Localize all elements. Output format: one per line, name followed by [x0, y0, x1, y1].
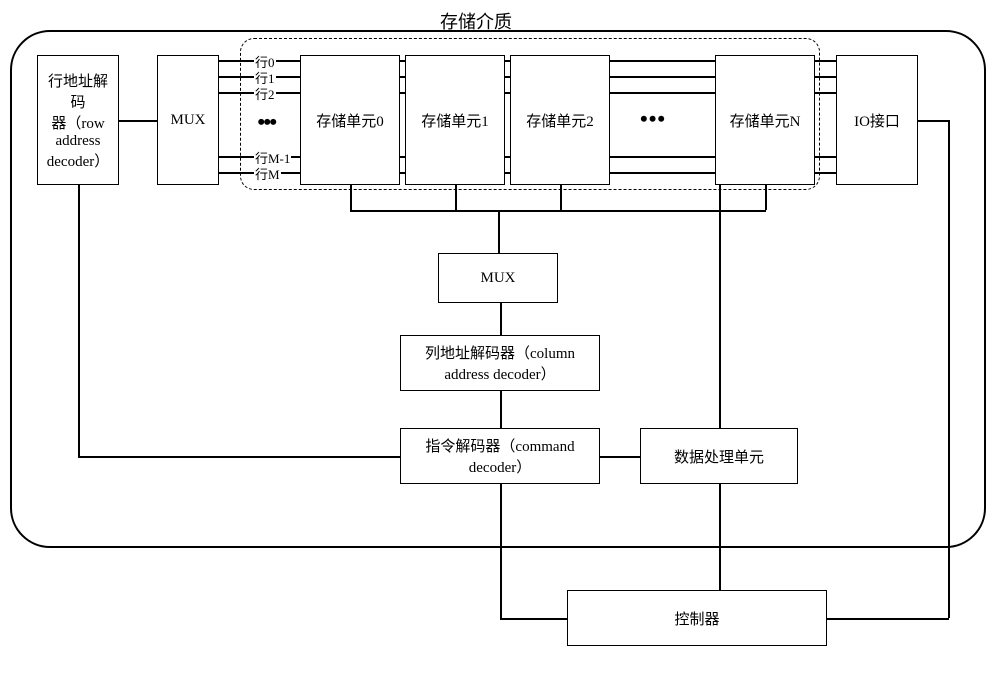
connector [78, 456, 400, 458]
connector [719, 484, 721, 590]
connector [119, 120, 157, 122]
command-decoder: 指令解码器（command decoder） [400, 428, 600, 484]
connector [560, 185, 562, 210]
connector [500, 391, 502, 428]
connector [350, 210, 766, 212]
connector [78, 185, 80, 456]
row-label: 行M [254, 164, 281, 183]
io-interface: IO接口 [836, 55, 918, 185]
mux-1: MUX [157, 55, 219, 185]
connector [350, 185, 352, 210]
connector [500, 484, 502, 618]
diagram-title: 存储介质 [440, 8, 512, 34]
connector [719, 185, 721, 428]
ellipsis-vertical-icon: ••• [258, 118, 276, 124]
storage-cell-n: 存储单元N [715, 55, 815, 185]
connector [455, 185, 457, 210]
connector [948, 120, 950, 618]
connector [765, 185, 767, 210]
column-address-decoder: 列地址解码器（column address decoder） [400, 335, 600, 391]
mux-2: MUX [438, 253, 558, 303]
storage-cell-0: 存储单元0 [300, 55, 400, 185]
connector [500, 303, 502, 335]
storage-cell-1: 存储单元1 [405, 55, 505, 185]
controller: 控制器 [567, 590, 827, 646]
connector [500, 618, 567, 620]
connector [918, 120, 948, 122]
connector [827, 618, 949, 620]
connector [498, 210, 500, 253]
connector [600, 456, 640, 458]
row-address-decoder: 行地址解码 器（row address decoder） [37, 55, 119, 185]
row-label: 行2 [254, 84, 276, 103]
data-processing-unit: 数据处理单元 [640, 428, 798, 484]
ellipsis-icon: ••• [640, 115, 666, 123]
storage-cell-2: 存储单元2 [510, 55, 610, 185]
